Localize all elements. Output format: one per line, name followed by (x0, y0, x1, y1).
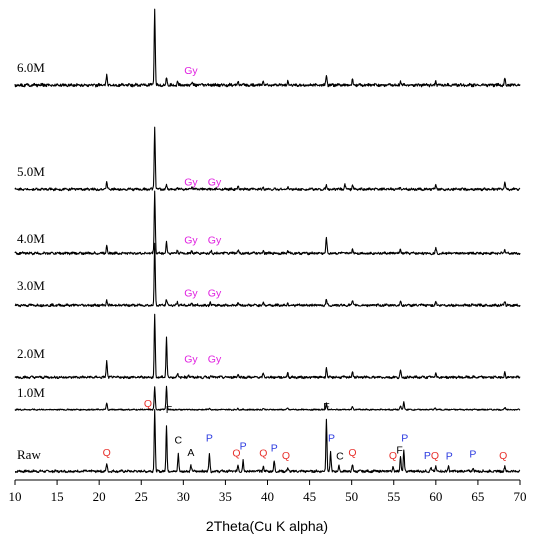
peak-label-gy: Gy (208, 177, 222, 189)
x-tick-label: 20 (93, 489, 106, 504)
peak-label-c: C (336, 451, 344, 463)
peak-label-f: F (166, 404, 172, 416)
peak-label-p: P (469, 449, 476, 461)
peak-label-p: P (240, 441, 247, 453)
trace-1-0m (14, 385, 521, 411)
peak-label-a: A (187, 447, 194, 459)
x-axis-title: 2Theta(Cu K alpha) (206, 518, 328, 534)
peak-label-q: Q (259, 448, 267, 460)
trace-2-0m (14, 313, 521, 380)
x-tick-label: 25 (135, 489, 148, 504)
x-tick-label: 45 (303, 489, 316, 504)
series-label-group: Raw 1.0M 2.0M 3.0M 4.0M 5.0M 6.0M (17, 60, 45, 462)
peak-label-p: P (424, 450, 431, 462)
peak-label-gy: Gy (208, 354, 222, 366)
series-label-1-0m: 1.0M (17, 385, 45, 400)
peak-label-q: Q (348, 447, 356, 459)
peak-label-p: P (206, 433, 213, 445)
x-tick-label: 15 (51, 489, 64, 504)
series-label-2-0m: 2.0M (17, 346, 45, 361)
x-tick-label: 55 (387, 489, 400, 504)
peak-label-gy: Gy (184, 235, 198, 247)
trace-group (14, 8, 521, 474)
x-tick-label: 50 (345, 489, 358, 504)
peak-label-q: Q (282, 450, 290, 462)
peak-label-q: Q (144, 398, 152, 410)
x-tick-label: 10 (9, 489, 22, 504)
x-tick-label: 35 (219, 489, 232, 504)
peak-label-q: Q (389, 450, 397, 462)
peak-label-gy: Gy (208, 288, 222, 300)
peak-label-q: Q (103, 447, 111, 459)
peak-label-q: Q (232, 448, 240, 460)
x-tick-label: 40 (261, 489, 274, 504)
x-tick-label: 60 (429, 489, 442, 504)
peak-label-gy: Gy (184, 288, 198, 300)
peak-label-f: F (323, 401, 329, 413)
x-tick-group: 10 15 20 25 30 35 40 45 50 55 60 65 70 (9, 480, 527, 504)
x-tick-label: 30 (177, 489, 190, 504)
peak-label-q: Q (431, 450, 439, 462)
peak-label-p: P (446, 451, 453, 463)
series-label-6-0m: 6.0M (17, 60, 45, 75)
x-tick-label: 70 (514, 489, 527, 504)
peak-label-gy: Gy (208, 235, 222, 247)
trace-6-0m (14, 8, 521, 88)
peak-label-q: Q (499, 450, 507, 462)
peak-label-gy: Gy (184, 65, 198, 77)
peak-label-p: P (271, 443, 278, 455)
peak-label-gy: Gy (184, 354, 198, 366)
x-tick-label: 65 (471, 489, 484, 504)
peak-label-f: F (396, 444, 402, 456)
series-label-5-0m: 5.0M (17, 164, 45, 179)
trace-raw (14, 409, 521, 474)
series-label-3-0m: 3.0M (17, 278, 45, 293)
peak-label-p: P (401, 433, 408, 445)
peak-label-p: P (328, 433, 335, 445)
series-label-raw: Raw (17, 447, 41, 462)
trace-3-0m (14, 242, 521, 308)
trace-5-0m (14, 126, 521, 192)
peak-label-gy: Gy (184, 177, 198, 189)
trace-4-0m (14, 190, 521, 256)
peak-label-c: C (175, 435, 183, 447)
series-label-4-0m: 4.0M (17, 231, 45, 246)
